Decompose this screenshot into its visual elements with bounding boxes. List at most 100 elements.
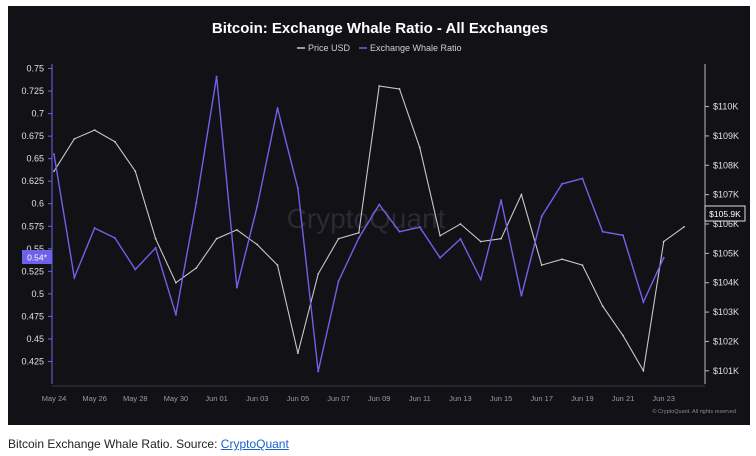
price-point [459, 223, 462, 225]
whale-ratio-point [256, 205, 259, 208]
left-tick-label: 0.425 [21, 356, 44, 366]
x-axis-ticks: May 24 May 26 May 28 May 30 Jun 01 Jun 03 Jun … [42, 394, 675, 403]
whale-ratio-point [418, 226, 421, 229]
legend-price-label: Price USD [308, 43, 351, 53]
whale-ratio-point [154, 246, 157, 249]
x-tick-label: Jun 19 [571, 394, 594, 403]
price-point [540, 264, 543, 267]
price-point [154, 237, 157, 240]
price-point [520, 193, 523, 196]
x-tick-label: Jun 01 [205, 394, 228, 403]
cryptoquant-link[interactable]: CryptoQuant [220, 437, 289, 451]
price-point [73, 137, 76, 140]
whale-ratio-point [357, 236, 360, 239]
right-tick-label: $106K [713, 219, 739, 229]
whale-ratio-point [581, 177, 584, 180]
price-point [357, 231, 360, 234]
right-tick-label: $104K [713, 278, 739, 288]
whale-ratio-point [195, 201, 198, 204]
left-tick-label: 0.725 [21, 86, 44, 96]
x-tick-label: Jun 15 [490, 394, 513, 403]
price-point [662, 240, 665, 243]
right-tick-label: $109K [713, 131, 739, 141]
price-point [479, 240, 482, 243]
price-point [317, 273, 320, 275]
x-tick-label: May 24 [42, 394, 67, 403]
whale-ratio-point [317, 370, 320, 373]
whale-ratio-point [276, 107, 279, 110]
price-point [683, 226, 685, 228]
right-current-badge-label: $105.9K [709, 209, 741, 219]
price-point [601, 305, 604, 308]
right-tick-label: $107K [713, 190, 739, 200]
x-tick-label: Jun 07 [327, 394, 350, 403]
right-tick-label: $101K [713, 366, 739, 376]
right-tick-label: $110K [713, 102, 738, 112]
right-current-badge: $105.9K [704, 205, 746, 222]
price-point [561, 258, 563, 261]
whale-ratio-point [378, 203, 381, 206]
price-point [398, 88, 401, 90]
price-point [175, 281, 177, 284]
left-tick-label: 0.55 [26, 244, 44, 254]
whale-ratio-point [398, 230, 401, 233]
price-point [642, 369, 645, 372]
right-current-badge-bg [704, 205, 746, 222]
whale-ratio-point [439, 256, 442, 259]
x-tick-label: Jun 03 [246, 394, 269, 403]
x-tick-label: May 30 [164, 394, 189, 403]
left-tick-label: 0.625 [21, 176, 44, 186]
figure-caption: Bitcoin Exchange Whale Ratio. Source: Cr… [8, 437, 289, 451]
whale-ratio-point [479, 278, 482, 281]
x-tick-label: Jun 21 [612, 394, 635, 403]
right-tick-label: $103K [713, 307, 739, 317]
price-point [418, 146, 421, 149]
chart-watermark: CryptoQuant [287, 203, 446, 234]
price-point [296, 352, 299, 355]
whale-ratio-point [296, 187, 299, 190]
whale-ratio-point [601, 230, 604, 233]
whale-ratio-point [93, 227, 96, 230]
price-usd-line [53, 85, 685, 373]
x-tick-label: Jun 09 [368, 394, 391, 403]
price-point [236, 228, 238, 231]
left-tick-label: 0.5 [31, 289, 44, 299]
whale-ratio-point [459, 237, 462, 240]
chart-panel: CryptoQuant Bitcoin: Exchange Whale Rati… [8, 6, 750, 425]
left-current-badge-label: 0.54* [27, 253, 48, 263]
x-tick-label: Jun 17 [530, 394, 553, 403]
whale-ratio-point [642, 300, 645, 303]
price-point [53, 170, 55, 173]
price-point [114, 140, 116, 143]
left-tick-label: 0.75 [26, 64, 44, 74]
price-point [256, 243, 259, 246]
whale-ratio-point [174, 313, 177, 316]
x-tick-label: May 26 [82, 394, 107, 403]
price-point [93, 129, 96, 131]
price-point [500, 237, 502, 240]
x-tick-label: Jun 11 [409, 394, 431, 403]
right-tick-label: $105K [713, 248, 739, 258]
x-tick-label: Jun 13 [449, 394, 472, 403]
x-tick-label: May 28 [123, 394, 148, 403]
price-point [378, 85, 381, 87]
price-point [195, 267, 198, 269]
whale-ratio-point [337, 280, 340, 283]
whale-ratio-point [662, 256, 665, 259]
chart-footer: © CryptoQuant. All rights reserved [652, 408, 736, 415]
right-tick-label: $108K [713, 160, 739, 170]
left-current-badge: 0.54* [22, 250, 52, 264]
legend-whale-label: Exchange Whale Ratio [370, 43, 462, 53]
whale-ratio-point [520, 294, 523, 297]
whale-ratio-point [561, 182, 564, 185]
left-tick-label: 0.675 [21, 131, 44, 141]
whale-ratio-point [73, 276, 76, 279]
chart-title: Bitcoin: Exchange Whale Ratio - All Exch… [212, 20, 548, 37]
left-tick-label: 0.45 [26, 334, 44, 344]
price-usd-points [53, 85, 685, 372]
whale-ratio-point [215, 75, 218, 78]
whale-ratio-point [500, 199, 503, 202]
left-tick-label: 0.575 [21, 221, 44, 231]
chart-legend: Price USD Exchange Whale Ratio [297, 43, 462, 53]
left-axis-ticks: 0.425 0.45 0.475 0.5 0.525 0.55 0.575 0.6 0.625 0… [21, 64, 52, 366]
